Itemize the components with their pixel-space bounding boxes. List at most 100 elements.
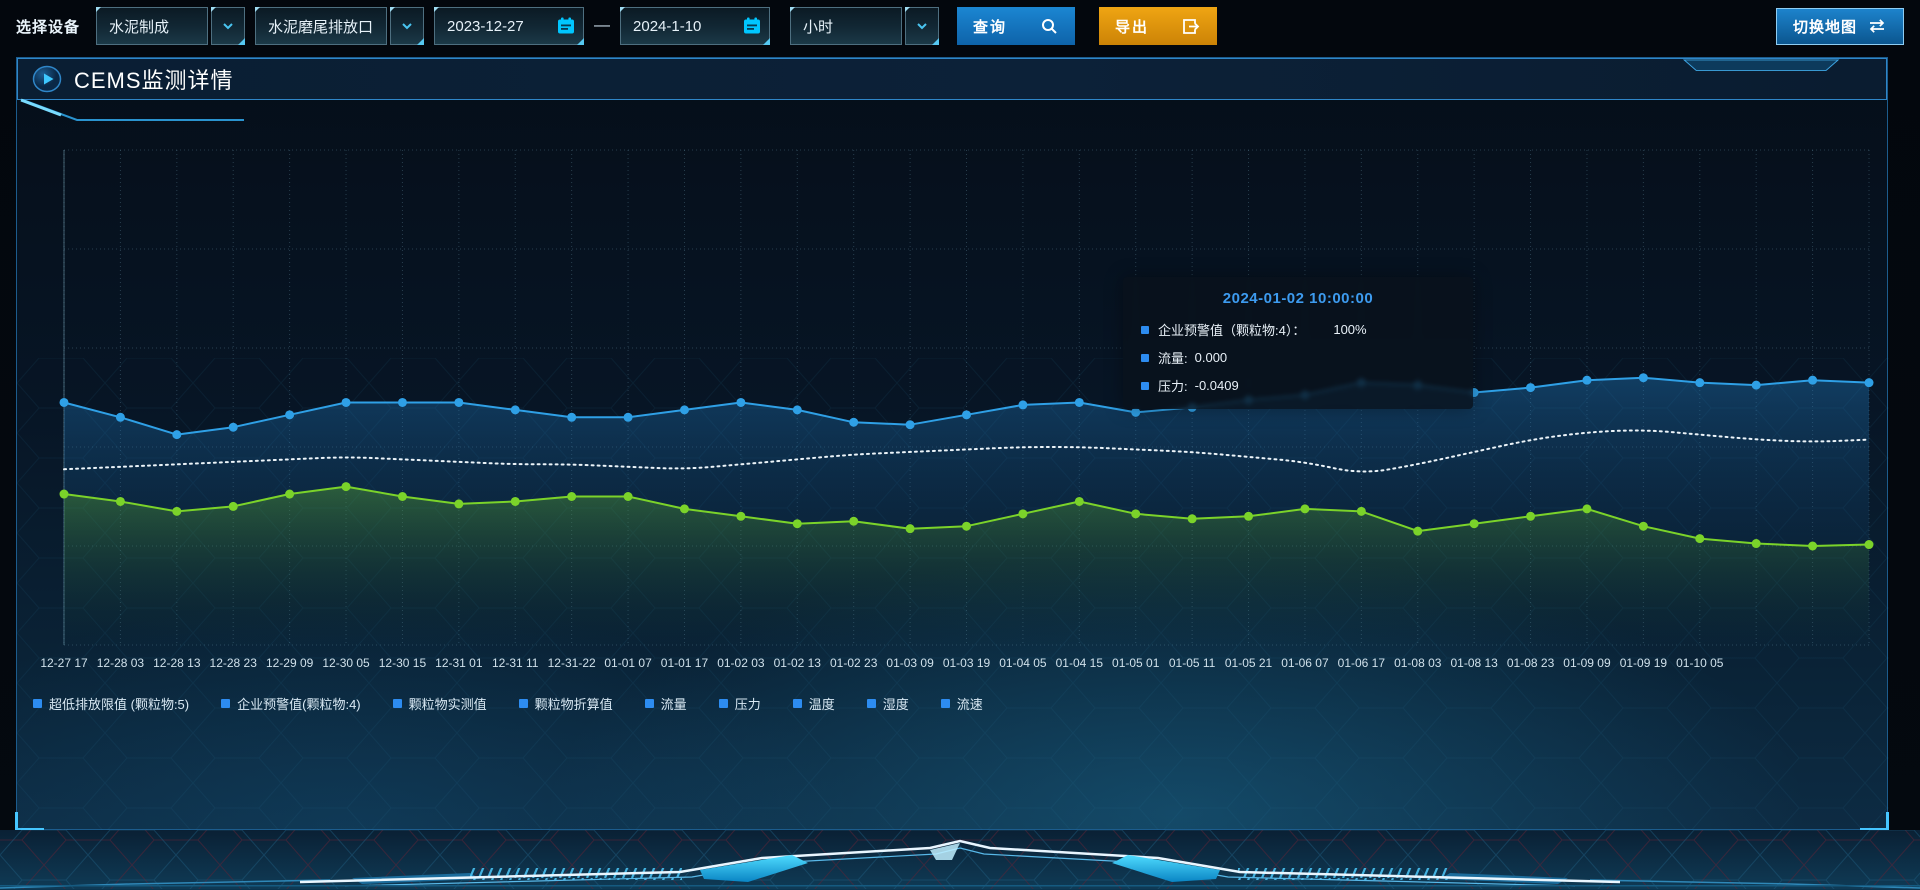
legend-item[interactable]: 颗粒物实测值 [392,694,487,713]
legend-item[interactable]: 流速 [940,694,983,713]
legend-label: 湿度 [882,697,909,712]
legend-item[interactable]: 颗粒物折算值 [518,694,613,713]
svg-text:01-04 15: 01-04 15 [1056,656,1104,670]
chart-tooltip: 2024-01-02 10:00:00 企业预警值（颗粒物:4）： 100% 流… [1123,277,1473,409]
svg-text:01-08 23: 01-08 23 [1507,656,1555,670]
calendar-icon[interactable] [555,15,577,37]
svg-text:01-06 07: 01-06 07 [1281,656,1329,670]
end-date-input[interactable]: 2024-1-10 [620,7,771,45]
legend-marker [940,699,950,708]
legend-label: 颗粒物折算值 [534,697,613,712]
svg-text:01-03 09: 01-03 09 [886,656,934,670]
chart-legend: 超低排放限值 (颗粒物:5) 企业预警值(颗粒物:4) 颗粒物实测值 颗粒物折算值 流量… [33,694,983,713]
tooltip-row: 压力: -0.0409 [1141,376,1455,395]
legend-item[interactable]: 超低排放限值 (颗粒物:5) [33,694,189,713]
switch-map-button[interactable]: 切换地图 [1775,7,1904,45]
tooltip-row: 流量: 0.000 [1141,348,1455,367]
device-type-value[interactable]: 水泥制成 [96,7,209,45]
legend-marker [866,699,876,708]
legend-label: 流速 [956,697,983,712]
line-chart[interactable]: 12-27 17 12-28 03 12-28 13 12-28 23 12-29 09… [29,140,1885,688]
svg-text:01-08 03: 01-08 03 [1394,656,1442,670]
play-icon[interactable] [32,64,62,94]
interval-dropdown-button[interactable] [905,7,940,45]
svg-text:01-04 05: 01-04 05 [999,656,1047,670]
legend-label: 温度 [808,697,835,712]
svg-text:12-28 13: 12-28 13 [153,656,201,670]
panel-header: CEMS监测详情 [17,58,1887,100]
legend-marker [792,699,802,708]
legend-marker [392,699,402,708]
legend-marker [644,699,654,708]
legend-label: 企业预警值(颗粒物:4) [237,697,361,712]
query-button[interactable]: 查询 [957,7,1076,45]
chevron-down-icon [917,23,927,30]
series-marker [1141,381,1149,390]
series-marker [1141,325,1149,334]
header-notch-decoration [1682,59,1840,71]
legend-label: 压力 [734,697,761,712]
svg-text:01-09 09: 01-09 09 [1563,656,1611,670]
svg-text:01-02 03: 01-02 03 [717,656,765,670]
legend-label: 流量 [660,697,687,712]
svg-text:01-05 21: 01-05 21 [1225,656,1273,670]
interval-select[interactable]: 小时 [790,7,940,45]
svg-text:01-01 17: 01-01 17 [661,656,709,670]
chevron-down-icon [223,23,233,30]
tooltip-row-value: -0.0409 [1194,378,1239,393]
svg-text:12-27 17: 12-27 17 [40,656,88,670]
outlet-value[interactable]: 水泥磨尾排放口 [255,7,388,45]
legend-label: 颗粒物实测值 [408,697,487,712]
svg-text:01-02 23: 01-02 23 [830,656,878,670]
device-type-dropdown-button[interactable] [211,7,246,45]
tooltip-row-label: 压力: [1158,379,1188,394]
svg-text:12-31 01: 12-31 01 [435,656,483,670]
date-range-separator: — [594,17,611,34]
chevron-down-icon [402,23,412,30]
device-type-select[interactable]: 水泥制成 [96,7,246,45]
search-icon [1042,18,1057,34]
legend-item[interactable]: 流量 [644,694,687,713]
device-select-label: 选择设备 [16,18,81,36]
export-icon [1183,19,1200,34]
svg-text:12-31 11: 12-31 11 [492,656,539,670]
tooltip-row: 企业预警值（颗粒物:4）： 100% [1141,320,1455,339]
outlet-dropdown-button[interactable] [390,7,425,45]
legend-item[interactable]: 压力 [718,694,761,713]
svg-text:01-02 13: 01-02 13 [774,656,822,670]
tooltip-timestamp: 2024-01-02 10:00:00 [1222,290,1374,307]
svg-text:01-01 07: 01-01 07 [604,656,652,670]
header-corner-accent [20,98,244,121]
legend-item[interactable]: 湿度 [866,694,909,713]
interval-value[interactable]: 小时 [790,7,903,45]
chart-area[interactable]: 12-27 17 12-28 03 12-28 13 12-28 23 12-29 09… [29,140,1885,688]
start-date-input[interactable]: 2023-12-27 [434,7,585,45]
tooltip-row-label: 企业预警值（颗粒物:4）： [1158,323,1306,338]
svg-text:12-28 23: 12-28 23 [210,656,258,670]
legend-label: 超低排放限值 (颗粒物:5) [49,697,190,712]
svg-text:01-09 19: 01-09 19 [1620,656,1668,670]
svg-text:01-03 19: 01-03 19 [943,656,991,670]
svg-text:01-10 05: 01-10 05 [1676,656,1724,670]
legend-item[interactable]: 温度 [792,694,835,713]
tooltip-row-value: 100% [1333,322,1367,337]
series-marker [1141,353,1149,362]
legend-marker [221,699,231,708]
svg-text:12-31-22: 12-31-22 [548,656,596,670]
svg-text:01-08 13: 01-08 13 [1450,656,1498,670]
calendar-icon[interactable] [741,15,763,37]
legend-marker [518,699,528,708]
panel-title: CEMS监测详情 [74,68,234,93]
cems-detail-panel: CEMS监测详情 12-27 17 12-28 03 12-28 13 12-28 2… [15,57,1889,831]
tooltip-row-value: 0.000 [1194,350,1228,365]
svg-text:12-30 05: 12-30 05 [322,656,370,670]
outlet-select[interactable]: 水泥磨尾排放口 [255,7,425,45]
tooltip-row-label: 流量: [1158,351,1188,366]
legend-item[interactable]: 企业预警值(颗粒物:4) [221,694,361,713]
svg-text:12-28 03: 12-28 03 [97,656,145,670]
legend-marker [33,699,42,708]
swap-arrows-icon [1869,19,1885,33]
export-button[interactable]: 导出 [1099,7,1218,45]
svg-text:12-30 15: 12-30 15 [379,656,427,670]
